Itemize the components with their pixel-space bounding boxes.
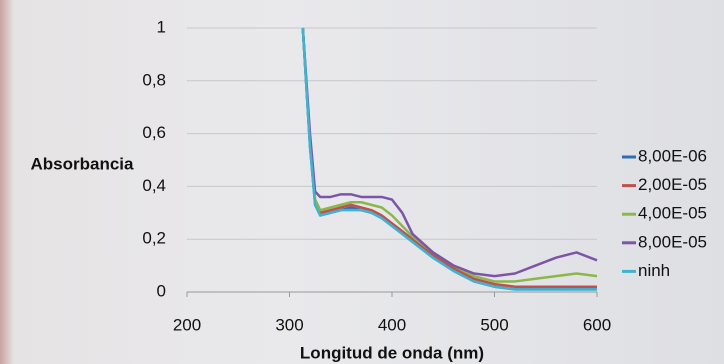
y-tick-label: 1 (157, 17, 166, 36)
x-tick-label: 400 (378, 315, 406, 334)
y-tick-label: 0,6 (142, 123, 166, 142)
data-line (301, 27, 598, 278)
x-axis-title: Longitud de onda (nm) (300, 343, 484, 362)
y-tick-label: 0,4 (142, 176, 166, 195)
y-tick-label: 0,2 (142, 229, 166, 248)
legend-label: ninh (638, 261, 670, 280)
y-tick-label: 0 (157, 281, 166, 300)
data-line (301, 27, 598, 283)
data-line (301, 27, 597, 288)
x-tick-label: 300 (275, 315, 303, 334)
x-tick-label: 500 (480, 315, 508, 334)
legend-label: 2,00E-05 (638, 175, 707, 194)
y-tick-label: 0,8 (142, 70, 166, 89)
x-tick-label: 200 (173, 315, 201, 334)
data-line (301, 27, 597, 291)
legend-label: 8,00E-05 (638, 232, 707, 251)
legend-label: 8,00E-06 (638, 146, 707, 165)
y-axis-title: Absorbancia (31, 154, 135, 173)
x-tick-label: 600 (583, 315, 611, 334)
data-line (301, 27, 597, 291)
legend-label: 4,00E-05 (638, 204, 707, 223)
